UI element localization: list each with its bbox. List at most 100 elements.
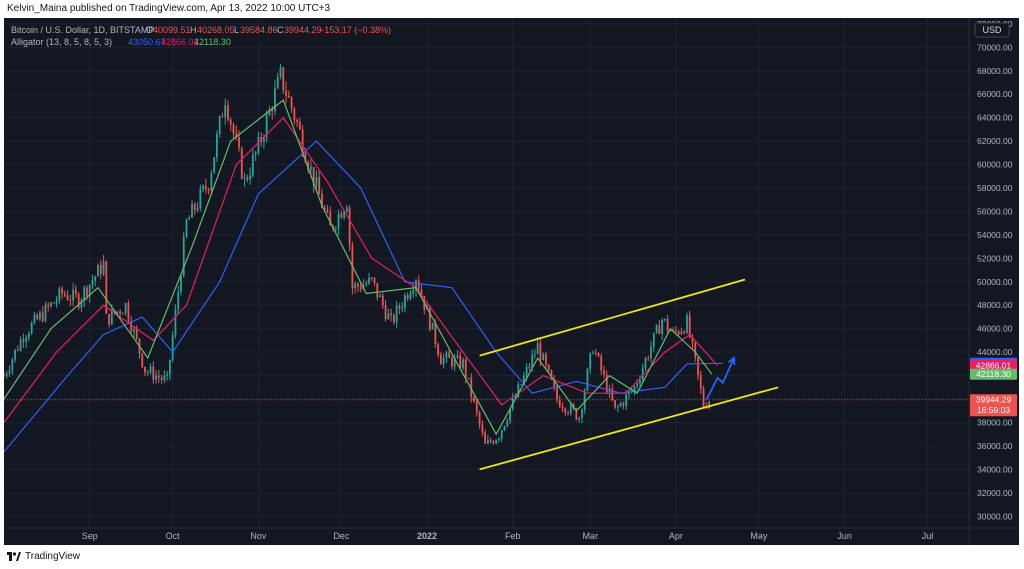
alligator-line [3,99,713,436]
candle-body [470,377,473,398]
candle-body [133,329,135,332]
candle-body [578,418,581,420]
tradingview-logo[interactable]: TradingView [7,551,80,562]
candle-body [390,313,393,316]
candle-body [489,439,492,442]
candle-body [249,175,251,180]
candle-body [680,331,683,335]
candle-body [94,276,97,281]
candle-body [503,425,506,431]
candle-body [91,280,94,285]
publisher-bar: Kelvin_Maina published on TradingView.co… [0,0,1024,18]
candle-body [611,388,614,401]
candle-body [8,370,11,374]
candle-body [127,303,130,321]
candle-body [39,312,41,320]
legend-low-label: L [234,25,239,35]
candle-body [58,288,61,301]
legend-close-value: 39944.29 [284,25,322,35]
candle-body [484,432,487,444]
candle-body [539,343,542,361]
candle-body [97,264,99,277]
candle-body [238,137,240,149]
candle-body [116,311,119,314]
candle-body [171,335,174,360]
candle-body [658,325,661,334]
candle-body [55,300,58,304]
price-tick-label: 46000.00 [977,324,1013,334]
candle-body [567,412,569,414]
candle-body [514,396,517,399]
candle-body [246,177,249,180]
candle-body [655,325,658,333]
time-axis[interactable]: Sep Oct Nov Dec 2022 Feb Mar Apr May Jun Jul [82,531,934,541]
candle-body [669,330,672,332]
price-chart[interactable]: 30000.00 32000.00 34000.00 36000.00 38000.00… [3,18,1019,545]
candle-body [556,386,558,400]
candle-body [359,286,362,290]
currency-badge[interactable]: USD [974,22,1010,38]
candle-body [547,364,550,371]
tradingview-logo-icon [7,552,21,561]
candle-body [77,294,80,308]
candle-body [639,379,641,384]
alligator-lines [3,99,723,453]
time-tick-label: 2022 [417,531,437,541]
candle-body [605,374,608,393]
candle-body [121,313,124,315]
candle-body [661,319,663,334]
candle-body [329,211,332,226]
candle-body [561,406,564,409]
chart-frame[interactable]: 30000.00 32000.00 34000.00 36000.00 38000.00… [3,18,1019,545]
candle-body [304,153,307,163]
candle-body [285,90,287,96]
candle-body [216,134,218,158]
legend-high-value: 40268.05 [197,25,235,35]
candle-body [625,394,628,406]
price-tick-label: 56000.00 [977,206,1013,216]
candle-body [69,299,72,301]
candle-body [296,120,298,122]
candle-body [486,439,489,444]
candle-body [108,313,110,325]
candle-body [63,293,66,296]
candle-body [3,375,5,377]
candle-body [636,383,639,387]
candle-body [163,375,166,380]
candle-body [343,211,346,218]
candle-body [478,412,481,425]
legend-teeth-value: 42866.01 [161,37,199,47]
candle-body [675,330,677,332]
candle-body [545,353,547,365]
time-tick-label: Jun [837,531,852,541]
legend-indicator-line: Alligator (13, 8, 5, 8, 5, 3) [11,37,112,47]
candle-body [11,359,14,371]
candle-body [240,148,243,179]
candle-body [475,401,478,413]
candle-body [498,438,500,440]
candle-body [683,331,686,333]
candle-body [160,377,163,380]
price-tick-label: 58000.00 [977,183,1013,193]
drawing-layer[interactable] [479,278,779,471]
candle-body [456,355,459,358]
candle-body [348,207,351,246]
candle-body [243,177,246,179]
candle-body [72,289,75,301]
candle-body [448,352,451,358]
candle-body [326,209,329,212]
candle-body [271,109,274,112]
candle-body [188,217,191,220]
currency-badge-box [974,22,1010,38]
candle-body [542,353,545,361]
candle-body [392,315,395,323]
candle-body [191,203,193,218]
candle-body [644,358,647,369]
candle-body [257,136,260,153]
candle-body [453,357,456,367]
candle-body [44,304,47,322]
candle-body [315,177,318,186]
candle-body [550,370,553,380]
candle-body [144,366,146,373]
candle-body [412,289,415,294]
